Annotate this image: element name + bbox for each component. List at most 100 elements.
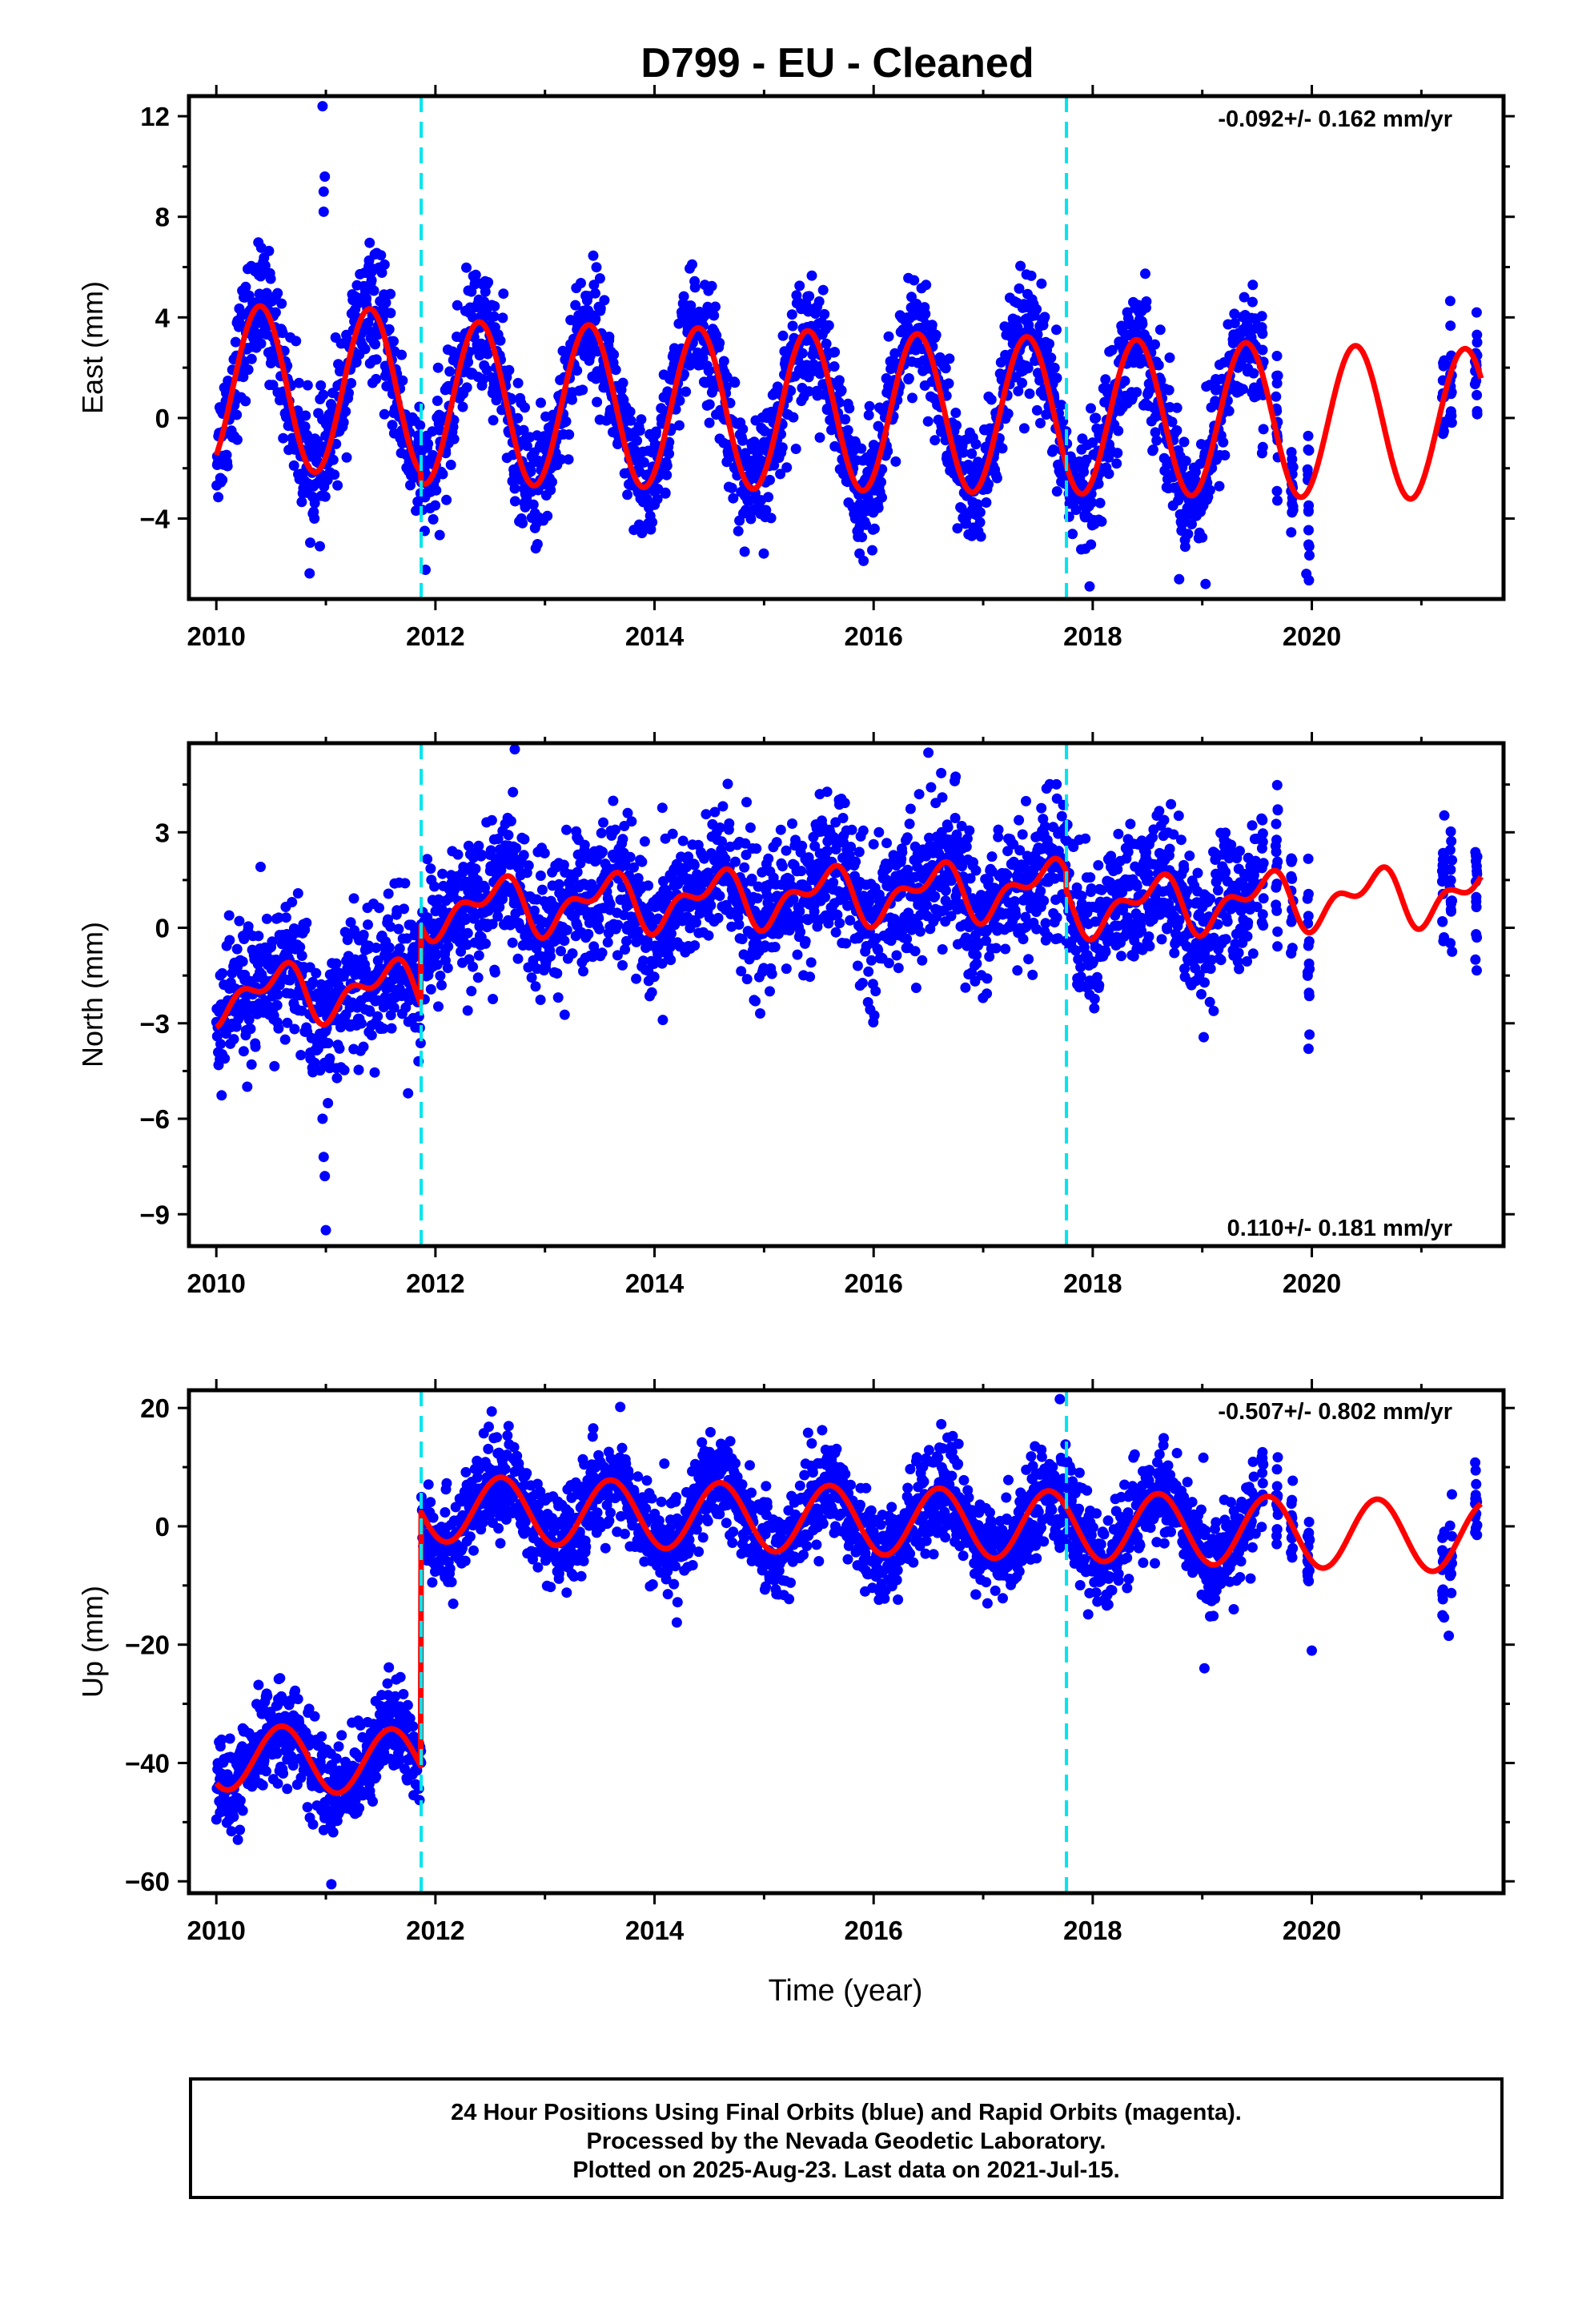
data-point xyxy=(545,951,556,962)
data-point xyxy=(432,959,443,971)
data-point xyxy=(461,262,472,273)
data-point xyxy=(535,995,546,1005)
data-point xyxy=(444,366,456,377)
data-point xyxy=(983,479,994,490)
data-point xyxy=(1014,845,1026,856)
data-point xyxy=(443,941,454,952)
data-point xyxy=(396,349,408,360)
data-point xyxy=(489,967,500,978)
data-point xyxy=(238,1046,249,1057)
data-point xyxy=(311,967,322,979)
data-point xyxy=(646,987,657,998)
data-point xyxy=(1002,846,1014,857)
data-point xyxy=(1304,550,1315,561)
data-point xyxy=(819,308,830,320)
data-point xyxy=(714,822,725,833)
data-point xyxy=(341,452,352,463)
data-point xyxy=(1070,505,1082,516)
data-point xyxy=(965,873,976,884)
data-point xyxy=(228,1034,239,1045)
data-point xyxy=(993,824,1004,835)
data-point xyxy=(519,834,530,845)
data-point xyxy=(1229,318,1240,329)
data-point xyxy=(736,966,747,977)
data-point xyxy=(1303,500,1315,511)
data-point xyxy=(462,1005,473,1016)
data-point xyxy=(942,822,954,833)
data-point xyxy=(517,517,528,529)
data-point xyxy=(971,958,982,969)
data-point xyxy=(806,270,817,281)
data-point xyxy=(750,995,761,1007)
data-point xyxy=(366,1030,377,1041)
data-point xyxy=(246,353,257,364)
data-point xyxy=(578,966,588,977)
data-point xyxy=(492,911,504,922)
data-point xyxy=(984,951,995,962)
data-point xyxy=(1100,374,1111,385)
data-point xyxy=(595,303,606,314)
data-point xyxy=(1197,532,1208,543)
data-point xyxy=(950,771,962,782)
data-point xyxy=(952,523,963,534)
data-point xyxy=(497,894,508,905)
data-point xyxy=(483,277,494,287)
data-point xyxy=(346,378,357,388)
data-point xyxy=(634,425,645,436)
data-point xyxy=(1084,581,1095,592)
data-point xyxy=(1010,896,1020,907)
data-point xyxy=(1039,312,1050,323)
data-point xyxy=(1020,911,1031,923)
data-point xyxy=(545,485,556,496)
data-point xyxy=(954,852,965,863)
data-point xyxy=(332,480,343,491)
data-point xyxy=(704,417,715,428)
data-point xyxy=(970,865,982,876)
data-point xyxy=(1204,485,1215,496)
data-point xyxy=(964,825,975,836)
data-point xyxy=(1179,541,1191,553)
data-point xyxy=(1035,417,1046,428)
data-point xyxy=(1171,402,1182,413)
data-point xyxy=(986,394,997,405)
data-point xyxy=(873,944,884,955)
data-point xyxy=(505,815,516,826)
data-point xyxy=(1014,283,1025,294)
data-point xyxy=(648,957,660,968)
data-point xyxy=(231,409,243,420)
data-point xyxy=(263,245,275,256)
data-point xyxy=(805,971,816,983)
data-point xyxy=(986,851,998,862)
data-point xyxy=(576,278,586,288)
data-point xyxy=(307,976,319,987)
data-point xyxy=(1093,478,1104,489)
data-point xyxy=(364,237,375,248)
data-point xyxy=(294,377,304,388)
data-point xyxy=(1195,439,1207,450)
data-point xyxy=(452,300,463,311)
data-point xyxy=(846,824,857,835)
data-point xyxy=(814,432,825,443)
data-point xyxy=(617,377,628,388)
data-point xyxy=(422,854,433,865)
data-point xyxy=(820,891,831,903)
data-point xyxy=(1103,468,1114,480)
data-point xyxy=(563,454,574,465)
data-point xyxy=(921,899,932,911)
data-point xyxy=(427,426,438,437)
data-point xyxy=(480,883,490,894)
data-point xyxy=(813,296,825,307)
data-point xyxy=(1163,384,1174,396)
data-point xyxy=(485,845,496,856)
data-point xyxy=(966,448,978,459)
data-point xyxy=(250,1041,261,1052)
data-point xyxy=(1247,279,1259,291)
data-point xyxy=(561,924,572,935)
data-point xyxy=(1247,296,1258,308)
data-point xyxy=(511,842,522,854)
data-point xyxy=(1164,352,1175,364)
data-point xyxy=(956,503,967,514)
data-point xyxy=(604,899,616,910)
data-point xyxy=(1150,427,1161,438)
data-point xyxy=(656,802,668,814)
